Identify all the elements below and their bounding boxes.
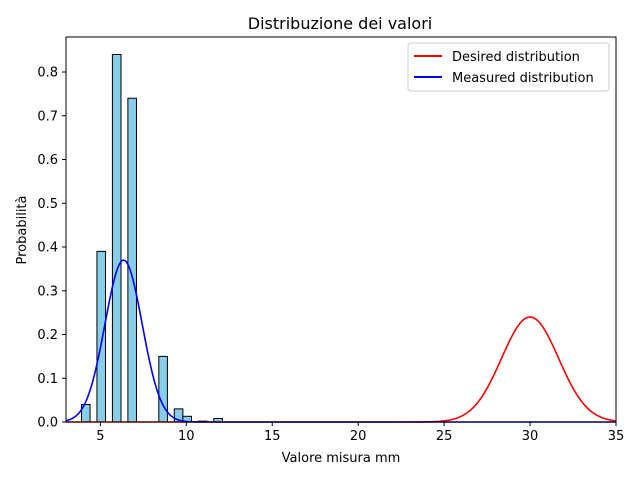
y-tick-label: 0.3 — [37, 284, 58, 299]
y-tick-label: 0.6 — [37, 153, 58, 168]
legend-frame — [407, 42, 610, 92]
x-tick-label: 15 — [264, 429, 281, 444]
histogram-bar — [96, 250, 107, 423]
x-tick-label: 25 — [436, 429, 453, 444]
x-axis: 5 10 15 20 25 30 35 — [96, 422, 624, 444]
y-tick-label: 0.5 — [37, 197, 58, 212]
y-tick-label: 0.1 — [37, 372, 58, 387]
y-tick-label: 0.8 — [37, 66, 58, 81]
x-tick-label: 10 — [178, 429, 195, 444]
legend-label-desired: Desired distribution — [452, 50, 580, 65]
axes-frame — [65, 36, 617, 423]
x-tick-label: 30 — [522, 429, 539, 444]
histogram-bar — [127, 97, 137, 423]
y-tick-label: 0.7 — [37, 109, 58, 124]
y-tick-label: 0.0 — [37, 416, 58, 431]
legend-label-measured: Measured distribution — [452, 71, 594, 86]
chart-title: Distribuzione dei valori — [248, 14, 432, 33]
x-tick-label: 20 — [350, 429, 367, 444]
legend: Desired distribution Measured distributi… — [407, 42, 610, 92]
y-tick-label: 0.2 — [37, 328, 58, 343]
histogram-bar — [158, 355, 168, 423]
x-axis-title: Valore misura mm — [282, 451, 401, 466]
histogram-bar — [111, 54, 122, 423]
plot-area — [65, 36, 617, 423]
y-axis-title: Probabilità — [15, 196, 30, 265]
y-axis: 0.0 0.1 0.2 0.3 0.4 0.5 0.6 0.7 0.8 — [37, 66, 66, 431]
y-tick-label: 0.4 — [37, 241, 58, 256]
x-tick-label: 35 — [608, 429, 625, 444]
x-tick-label: 5 — [96, 429, 104, 444]
